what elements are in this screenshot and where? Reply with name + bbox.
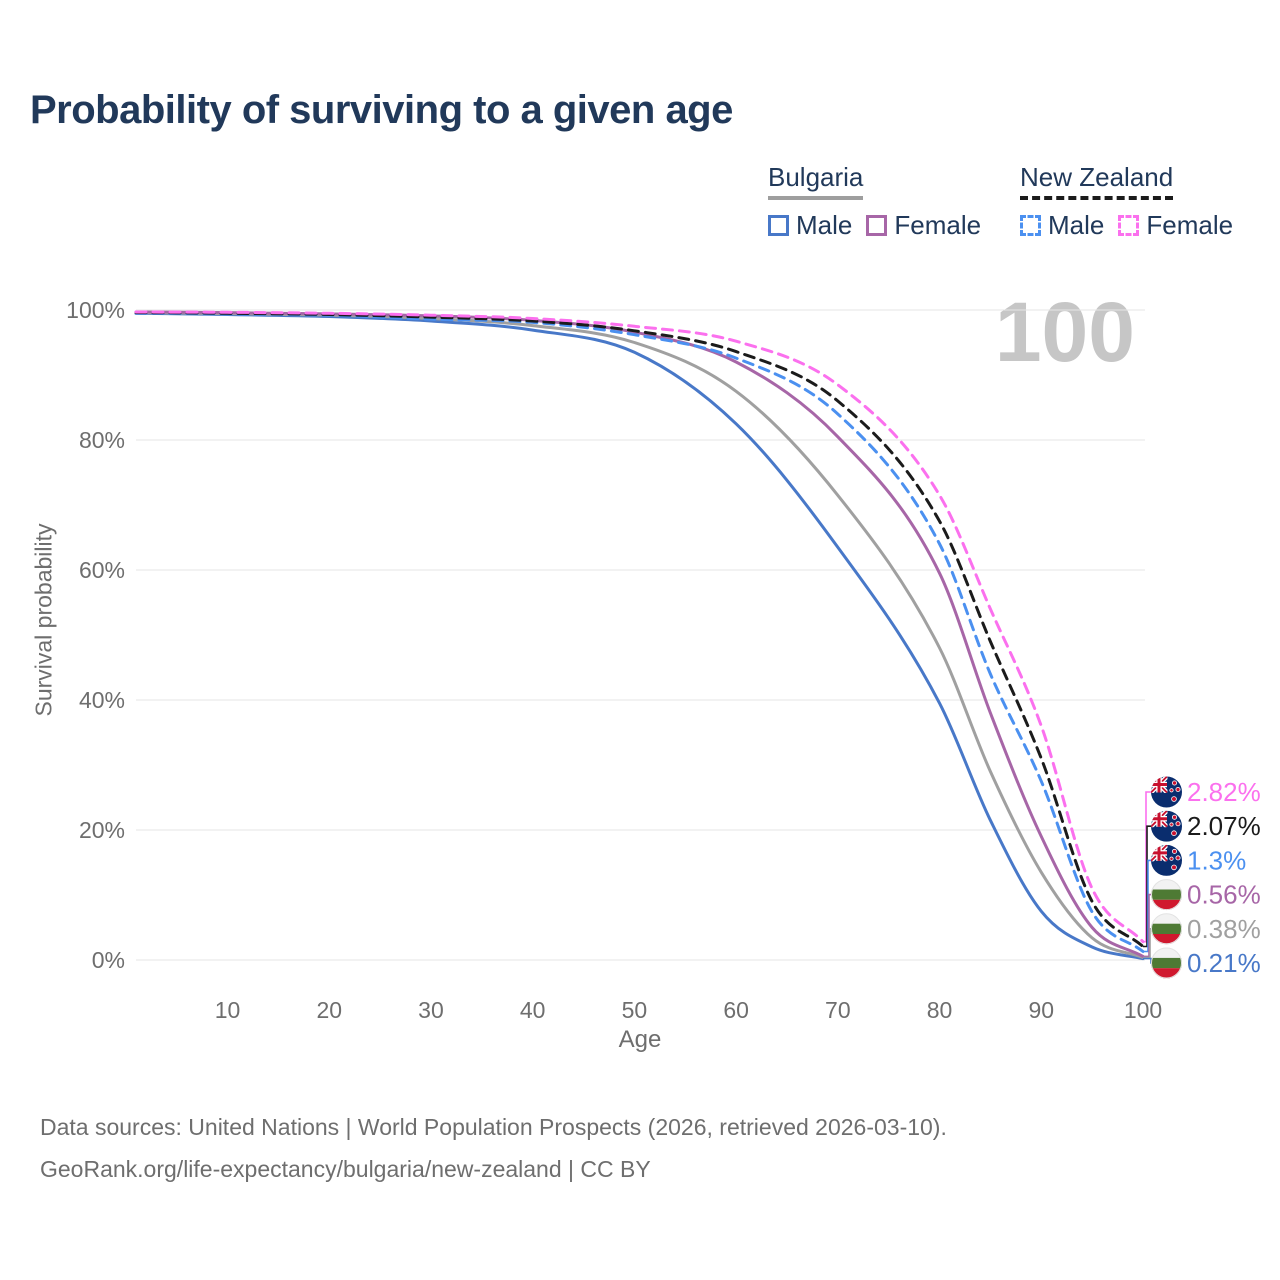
- legend-group-title-bulgaria[interactable]: Bulgaria: [768, 162, 864, 200]
- y-tick-label: 100%: [66, 297, 125, 323]
- source-line-2: GeoRank.org/life-expectancy/bulgaria/new…: [40, 1156, 651, 1182]
- legend-swatch-new-zealand-male: [1020, 215, 1041, 236]
- end-label-value-bulgaria-male: 0.21%: [1187, 948, 1261, 978]
- legend-item-new-zealand-female[interactable]: Female: [1118, 210, 1233, 241]
- flag-icon-bg: [1151, 879, 1182, 910]
- end-label-value-new-zealand-total: 2.07%: [1187, 811, 1261, 841]
- x-axis-title: Age: [618, 1026, 662, 1053]
- legend-item-label: Male: [796, 210, 853, 240]
- legend-group-title-new-zealand[interactable]: New Zealand: [1020, 162, 1174, 200]
- end-label-value-new-zealand-male: 1.3%: [1187, 845, 1246, 875]
- legend-item-label: Male: [1048, 210, 1105, 240]
- legend-item-new-zealand-male[interactable]: Male: [1020, 210, 1104, 241]
- flag-icon-nz: [1151, 811, 1182, 842]
- y-tick-label: 40%: [79, 687, 125, 713]
- end-label-value-bulgaria-total: 0.38%: [1187, 914, 1261, 944]
- legend-item-label: Female: [894, 210, 982, 240]
- survival-curve-new-zealand-male[interactable]: [134, 311, 1145, 953]
- x-tick-label: 10: [215, 997, 241, 1023]
- survival-curve-bulgaria-female[interactable]: [134, 310, 1145, 958]
- flag-icon-nz: [1151, 777, 1182, 808]
- end-label-value-bulgaria-female: 0.56%: [1187, 880, 1261, 910]
- page-title: Probability of surviving to a given age: [30, 88, 733, 132]
- x-tick-label: 70: [825, 997, 851, 1023]
- end-label-connector-new-zealand-total: [1143, 825, 1153, 948]
- legend-item-label: Female: [1146, 210, 1234, 240]
- legend-swatch-new-zealand-female: [1118, 215, 1140, 236]
- legend-group-bulgaria: Bulgaria Male Female: [768, 162, 981, 241]
- y-tick-label: 0%: [92, 947, 125, 973]
- x-tick-label: 90: [1028, 997, 1054, 1023]
- legend-group-new-zealand: New Zealand Male Female: [1020, 162, 1233, 241]
- x-tick-label: 30: [418, 997, 444, 1023]
- legend-item-bulgaria-female[interactable]: Female: [866, 210, 981, 241]
- survival-curve-new-zealand-female[interactable]: [134, 310, 1145, 944]
- end-label-value-new-zealand-female: 2.82%: [1187, 777, 1261, 807]
- x-tick-label: 60: [723, 997, 749, 1023]
- flag-icon-bg: [1151, 948, 1182, 979]
- y-tick-label: 60%: [79, 557, 125, 583]
- y-tick-label: 20%: [79, 817, 125, 843]
- source-line-1: Data sources: United Nations | World Pop…: [40, 1114, 947, 1140]
- survival-curve-bulgaria-male[interactable]: [134, 311, 1145, 961]
- end-label-connector-new-zealand-female: [1143, 791, 1153, 943]
- x-tick-label: 100: [1124, 997, 1162, 1023]
- source-note: Data sources: United Nations | World Pop…: [40, 1106, 947, 1190]
- survival-curve-new-zealand-total[interactable]: [134, 311, 1145, 948]
- legend-swatch-bulgaria-male: [768, 215, 789, 236]
- y-tick-label: 80%: [79, 427, 125, 453]
- survival-curve-bulgaria-total[interactable]: [134, 311, 1145, 959]
- x-tick-label: 50: [622, 997, 648, 1023]
- x-tick-label: 40: [520, 997, 546, 1023]
- legend-item-bulgaria-male[interactable]: Male: [768, 210, 852, 241]
- legend-swatch-bulgaria-female: [866, 215, 888, 236]
- x-tick-label: 20: [316, 997, 342, 1023]
- flag-icon-nz: [1151, 845, 1182, 876]
- end-label-connector-new-zealand-male: [1143, 859, 1153, 953]
- flag-icon-bg: [1151, 913, 1182, 944]
- x-tick-label: 80: [927, 997, 953, 1023]
- age-indicator-watermark: 100: [994, 285, 1135, 379]
